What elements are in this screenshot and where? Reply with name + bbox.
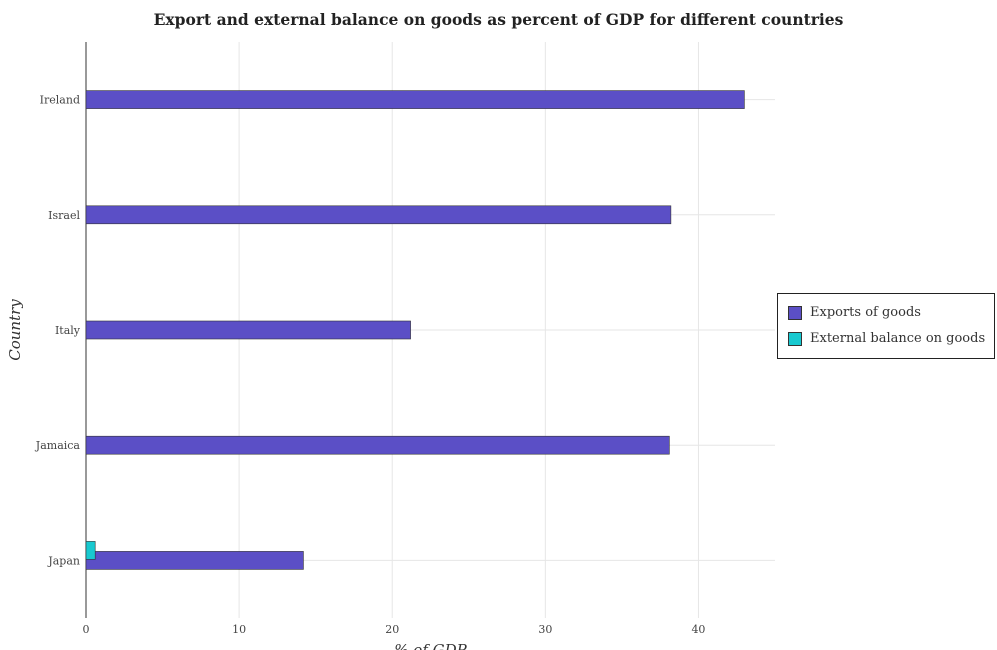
y-tick-label: Israel	[48, 209, 80, 222]
x-axis-title: % of GDP	[394, 641, 467, 650]
legend: Exports of goods External balance on goo…	[777, 293, 995, 359]
legend-swatch-external-balance	[788, 331, 802, 346]
chart-title: Export and external balance on goods as …	[153, 10, 844, 29]
legend-item-exports: Exports of goods	[788, 305, 921, 320]
y-tick-label: Italy	[55, 324, 81, 337]
bar-exports-japan	[85, 551, 304, 570]
legend-swatch-exports	[788, 305, 802, 320]
legend-label-external-balance: External balance on goods	[810, 331, 986, 346]
y-tick-label: Japan	[47, 554, 80, 567]
bar-exports-ireland	[85, 90, 745, 109]
x-tick-label: 20	[385, 623, 399, 636]
bar-exports-israel	[85, 205, 672, 225]
legend-item-external-balance: External balance on goods	[788, 331, 985, 346]
y-tick-label: Ireland	[40, 94, 80, 107]
x-tick-label: 30	[538, 623, 552, 636]
bar-exports-jamaica	[85, 435, 670, 455]
y-tick-label: Jamaica	[35, 439, 81, 452]
bar-external-balance-japan	[85, 541, 96, 560]
legend-label-exports: Exports of goods	[810, 305, 921, 320]
x-tick-label: 40	[691, 623, 705, 636]
x-tick-label: 0	[83, 623, 90, 636]
y-axis-title: Country	[6, 299, 24, 361]
x-tick-label: 10	[232, 623, 246, 636]
bar-exports-italy	[85, 320, 411, 340]
